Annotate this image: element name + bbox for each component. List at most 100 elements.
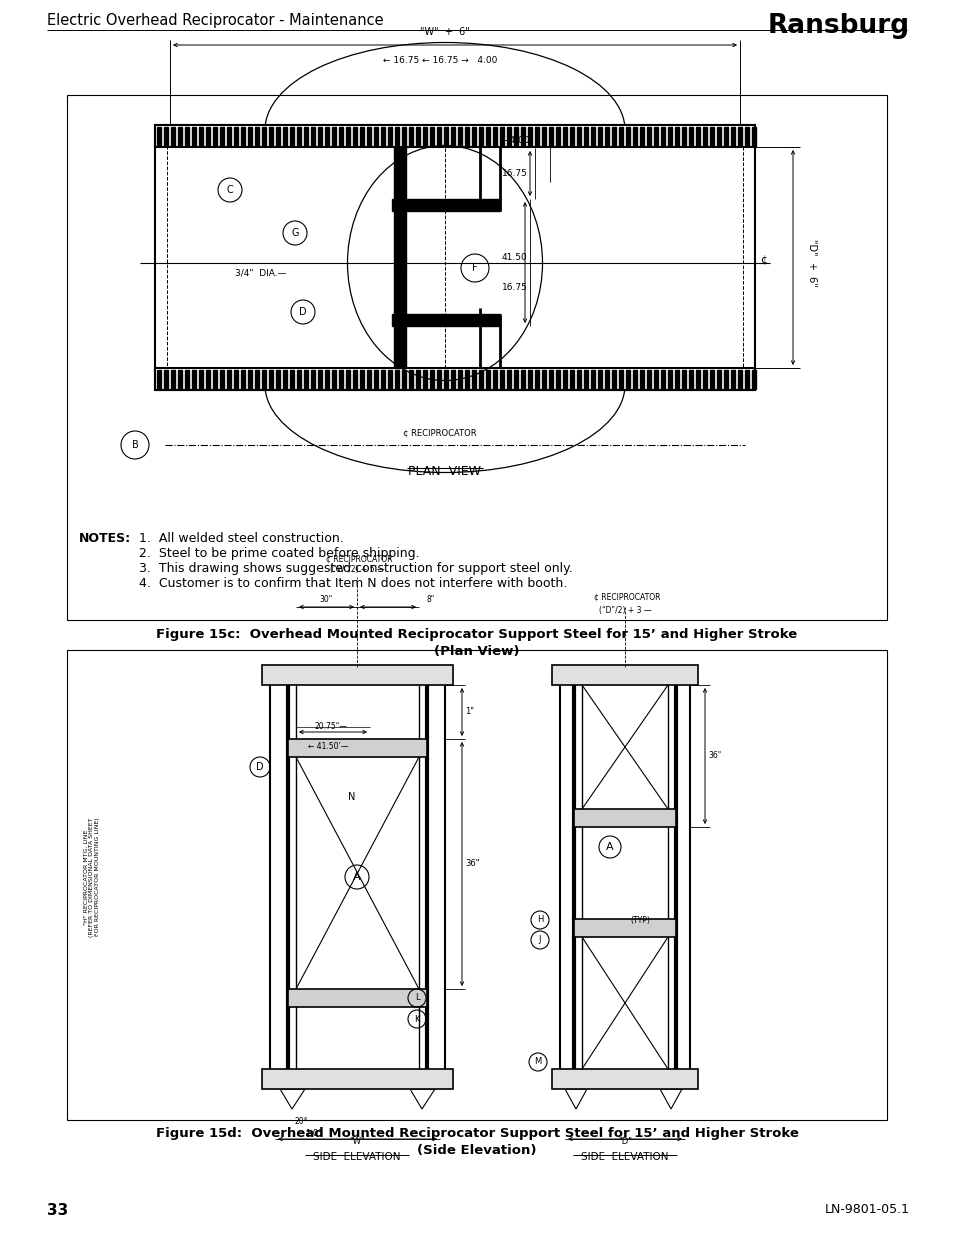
- Polygon shape: [388, 370, 392, 389]
- Polygon shape: [254, 127, 258, 146]
- Polygon shape: [730, 370, 734, 389]
- Polygon shape: [548, 370, 553, 389]
- Polygon shape: [751, 370, 755, 389]
- Bar: [559, 667, 689, 1087]
- Polygon shape: [478, 370, 482, 389]
- Polygon shape: [556, 127, 559, 146]
- Text: ← 41.50’—: ← 41.50’—: [308, 742, 348, 751]
- Polygon shape: [392, 199, 499, 211]
- Polygon shape: [311, 370, 314, 389]
- Polygon shape: [380, 370, 385, 389]
- Polygon shape: [422, 127, 427, 146]
- Polygon shape: [535, 370, 538, 389]
- Polygon shape: [583, 370, 587, 389]
- Polygon shape: [290, 127, 294, 146]
- Polygon shape: [675, 370, 679, 389]
- Text: 30": 30": [319, 595, 333, 604]
- Text: 2.  Steel to be prime coated before shipping.: 2. Steel to be prime coated before shipp…: [139, 547, 419, 559]
- Polygon shape: [702, 127, 706, 146]
- Polygon shape: [275, 127, 280, 146]
- Text: (Side Elevation): (Side Elevation): [416, 1144, 537, 1157]
- Polygon shape: [520, 370, 524, 389]
- Polygon shape: [262, 127, 266, 146]
- Polygon shape: [220, 127, 224, 146]
- Polygon shape: [346, 127, 350, 146]
- Polygon shape: [535, 127, 538, 146]
- Polygon shape: [275, 370, 280, 389]
- Polygon shape: [485, 370, 490, 389]
- Polygon shape: [401, 370, 406, 389]
- Text: Figure 15d:  Overhead Mounted Reciprocator Support Steel for 15’ and Higher Stro: Figure 15d: Overhead Mounted Reciprocato…: [155, 1128, 798, 1140]
- Polygon shape: [359, 370, 364, 389]
- Polygon shape: [744, 370, 748, 389]
- Polygon shape: [654, 370, 658, 389]
- Polygon shape: [556, 370, 559, 389]
- Polygon shape: [325, 370, 329, 389]
- Polygon shape: [633, 127, 637, 146]
- Polygon shape: [688, 370, 692, 389]
- Polygon shape: [583, 127, 587, 146]
- Polygon shape: [248, 127, 252, 146]
- Text: "D"  +  6": "D" + 6": [806, 240, 816, 287]
- Polygon shape: [353, 127, 356, 146]
- Polygon shape: [590, 127, 595, 146]
- Polygon shape: [625, 127, 629, 146]
- Bar: [154, 125, 754, 147]
- Polygon shape: [296, 127, 301, 146]
- Polygon shape: [618, 127, 622, 146]
- Text: M: M: [534, 1057, 541, 1067]
- Polygon shape: [248, 370, 252, 389]
- Polygon shape: [233, 127, 237, 146]
- Polygon shape: [213, 127, 216, 146]
- Text: (Plan View): (Plan View): [434, 645, 519, 658]
- Polygon shape: [185, 370, 189, 389]
- Polygon shape: [548, 127, 553, 146]
- Bar: [154, 368, 754, 390]
- Polygon shape: [233, 370, 237, 389]
- Polygon shape: [702, 370, 706, 389]
- Polygon shape: [696, 370, 700, 389]
- Polygon shape: [464, 370, 469, 389]
- Polygon shape: [527, 370, 532, 389]
- Polygon shape: [192, 127, 195, 146]
- Polygon shape: [604, 370, 608, 389]
- Text: D: D: [299, 308, 307, 317]
- Bar: [262, 664, 453, 685]
- Polygon shape: [199, 127, 203, 146]
- Text: ¢ RECIPROCATOR: ¢ RECIPROCATOR: [593, 593, 659, 601]
- Polygon shape: [675, 127, 679, 146]
- Text: (“D”/2) + 3 —: (“D”/2) + 3 —: [598, 606, 651, 615]
- Text: A: A: [353, 872, 360, 882]
- Polygon shape: [612, 127, 616, 146]
- Polygon shape: [283, 370, 287, 389]
- Text: 4.  Customer is to confirm that Item N does not interfere with booth.: 4. Customer is to confirm that Item N do…: [139, 577, 567, 590]
- Polygon shape: [681, 127, 685, 146]
- Text: 33: 33: [47, 1203, 69, 1218]
- Polygon shape: [346, 370, 350, 389]
- Text: ¢ RECIPROCATOR: ¢ RECIPROCATOR: [325, 555, 392, 564]
- Polygon shape: [317, 127, 322, 146]
- Polygon shape: [206, 127, 210, 146]
- Polygon shape: [443, 370, 448, 389]
- Polygon shape: [577, 127, 580, 146]
- Text: H: H: [537, 915, 542, 925]
- Text: (TYP): (TYP): [629, 915, 649, 925]
- Polygon shape: [577, 370, 580, 389]
- Bar: [288, 989, 427, 1007]
- Polygon shape: [696, 127, 700, 146]
- Polygon shape: [416, 370, 419, 389]
- Polygon shape: [472, 127, 476, 146]
- Polygon shape: [338, 370, 343, 389]
- Polygon shape: [514, 127, 517, 146]
- Text: 1.0": 1.0": [305, 1129, 321, 1137]
- Polygon shape: [681, 370, 685, 389]
- Polygon shape: [646, 370, 650, 389]
- Bar: [574, 919, 676, 937]
- Polygon shape: [493, 370, 497, 389]
- Polygon shape: [227, 370, 231, 389]
- Text: N: N: [348, 792, 355, 802]
- Polygon shape: [353, 370, 356, 389]
- Text: 3.  This drawing shows suggested construction for support steel only.: 3. This drawing shows suggested construc…: [139, 562, 572, 576]
- Bar: [262, 1070, 453, 1089]
- Polygon shape: [395, 127, 398, 146]
